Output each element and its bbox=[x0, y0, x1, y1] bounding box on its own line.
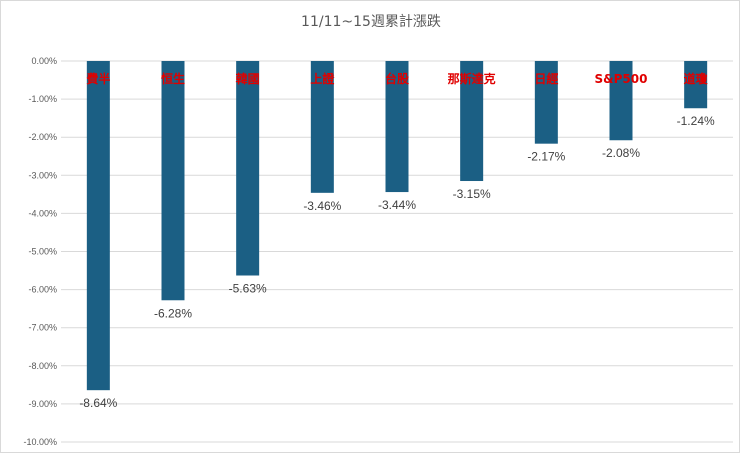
bar bbox=[460, 61, 484, 182]
category-label: 台股 bbox=[385, 71, 410, 86]
category-label: 那斯達克 bbox=[448, 71, 496, 86]
category-labels: 費半 恒生 韓國 上證 台股 那斯達克 日經 S&P500 道瓊 bbox=[86, 71, 708, 86]
bar bbox=[609, 61, 633, 141]
bar bbox=[161, 61, 185, 301]
category-label: 上證 bbox=[310, 71, 335, 86]
data-label: -3.15% bbox=[453, 187, 491, 201]
category-label: 道瓊 bbox=[684, 71, 709, 86]
y-tick-label: -6.00% bbox=[28, 285, 57, 295]
data-label: -3.46% bbox=[303, 199, 341, 213]
category-label: 日經 bbox=[534, 71, 558, 86]
category-label: 韓國 bbox=[236, 71, 260, 86]
data-label: -3.44% bbox=[378, 198, 416, 212]
category-label: 恒生 bbox=[161, 71, 185, 86]
chart-title: 11/11~15週累計漲跌 bbox=[301, 14, 441, 30]
y-tick-label: -10.00% bbox=[23, 437, 57, 447]
y-axis-ticks: 0.00% -1.00% -2.00% -3.00% -4.00% -5.00% -6.00… bbox=[23, 56, 57, 447]
y-tick-label: -9.00% bbox=[28, 399, 57, 409]
y-tick-label: 0.00% bbox=[31, 56, 57, 66]
bars bbox=[86, 61, 708, 391]
bar bbox=[310, 61, 334, 193]
bar bbox=[86, 61, 110, 391]
y-tick-label: -8.00% bbox=[28, 361, 57, 371]
y-tick-label: -2.00% bbox=[28, 132, 57, 142]
y-tick-label: -1.00% bbox=[28, 94, 57, 104]
data-label: -6.28% bbox=[154, 306, 192, 320]
bar bbox=[684, 61, 708, 109]
category-label: 費半 bbox=[86, 71, 110, 86]
data-label: -5.63% bbox=[229, 282, 267, 296]
data-label: -1.24% bbox=[677, 114, 715, 128]
y-tick-label: -3.00% bbox=[28, 170, 57, 180]
data-labels: -8.64% -6.28% -5.63% -3.46% -3.44% -3.15% -2.1… bbox=[79, 114, 715, 410]
bar bbox=[534, 61, 558, 144]
category-label: S&P500 bbox=[595, 72, 648, 86]
y-tick-label: -7.00% bbox=[28, 323, 57, 333]
bar bbox=[236, 61, 260, 276]
bar bbox=[385, 61, 409, 193]
data-label: -2.17% bbox=[527, 150, 565, 164]
data-label: -8.64% bbox=[79, 396, 117, 410]
y-tick-label: -4.00% bbox=[28, 208, 57, 218]
y-tick-label: -5.00% bbox=[28, 247, 57, 257]
data-label: -2.08% bbox=[602, 146, 640, 160]
